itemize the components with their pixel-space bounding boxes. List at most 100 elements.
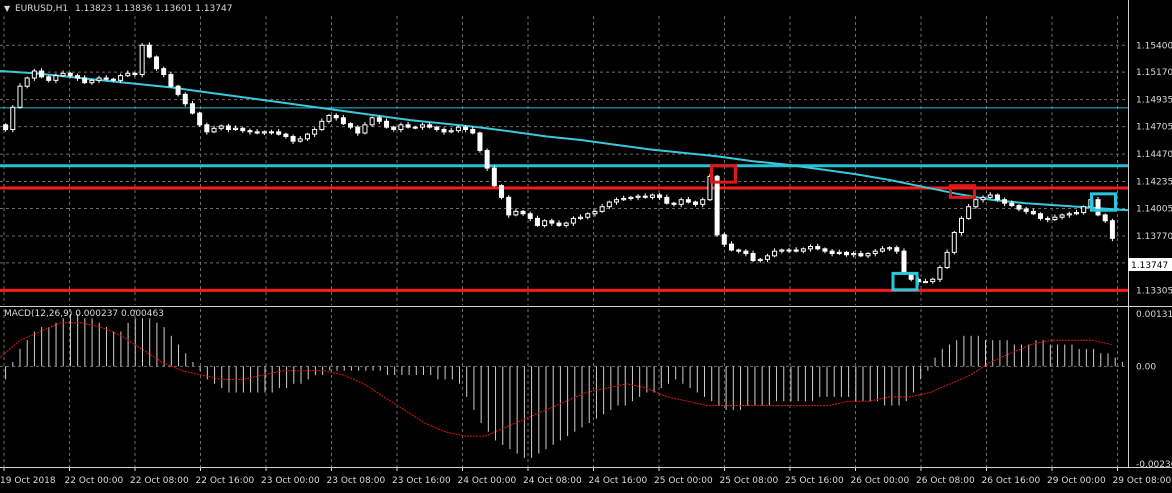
candle-body <box>951 231 957 253</box>
x-tick-labels: 19 Oct 2018 22 Oct 00:00 22 Oct 08:00 22 Oc… <box>0 476 1171 486</box>
candle-body <box>578 216 584 219</box>
candle-body <box>3 124 9 130</box>
candle-body <box>247 130 253 133</box>
candle-body <box>1081 206 1087 214</box>
candle-body <box>829 250 835 255</box>
candles <box>3 42 1115 285</box>
candle-body <box>89 79 95 84</box>
candle-body <box>520 210 526 215</box>
highlight-box <box>949 184 976 199</box>
candle-body <box>82 77 88 84</box>
candle-body <box>671 202 677 205</box>
candle-body <box>31 70 37 79</box>
candle-body <box>412 126 418 129</box>
candle-body <box>678 199 684 205</box>
candle-body <box>261 131 267 134</box>
candle-body <box>894 247 900 252</box>
candle-body <box>621 198 627 201</box>
candle-body <box>448 130 454 133</box>
candle-body <box>74 75 80 79</box>
candle-body <box>901 250 907 274</box>
y-tick-label: 1.14235 <box>1136 178 1172 188</box>
x-tick-label: 24 Oct 00:00 <box>458 476 517 486</box>
candle-body <box>168 74 174 87</box>
candle-body <box>398 124 404 130</box>
candle-body <box>477 132 483 152</box>
candle-body <box>132 72 138 76</box>
candle-body <box>319 120 325 130</box>
candle-body <box>1023 208 1029 212</box>
candle-body <box>887 247 893 250</box>
candle-body <box>312 128 318 135</box>
candle-body <box>362 124 368 134</box>
candle-body <box>772 250 778 257</box>
header-ohlc: 1.13823 1.13836 1.13601 1.13747 <box>75 4 232 14</box>
candle-body <box>750 253 756 262</box>
candle-body <box>685 199 691 203</box>
candle-body <box>534 217 540 226</box>
current-price-tag <box>1128 258 1172 271</box>
header-symbol: EURUSD,H1 <box>15 4 68 14</box>
x-tick-label: 22 Oct 08:00 <box>130 476 189 486</box>
candle-body <box>865 253 871 257</box>
header-arrow[interactable]: ▼ <box>4 4 11 13</box>
candle-body <box>815 245 821 250</box>
y-tick-labels: 1.15400 1.15170 1.14935 1.14705 1.14470 1.142… <box>1136 41 1172 470</box>
candle-body <box>1045 217 1051 221</box>
candle-body <box>944 251 950 269</box>
candle-body <box>1095 199 1101 216</box>
candle-body <box>175 85 181 95</box>
highlight-boxes <box>710 164 1117 292</box>
y-tick-label: 1.14935 <box>1136 96 1172 106</box>
candle-body <box>693 201 699 205</box>
candle-body <box>384 120 390 128</box>
candle-body <box>240 127 246 132</box>
candle-body <box>1002 199 1008 204</box>
horizontal-lines <box>0 107 1128 292</box>
candle-body <box>994 194 1000 201</box>
candle-body <box>146 44 152 58</box>
candle-body <box>570 217 576 224</box>
candle-body <box>542 220 548 226</box>
y-tick-label: 1.14705 <box>1136 123 1172 133</box>
candle-body <box>355 126 361 134</box>
candle-body <box>182 93 188 105</box>
candle-body <box>204 124 210 133</box>
candle-body <box>491 167 497 187</box>
candle-body <box>1066 213 1072 216</box>
x-tick-label: 25 Oct 08:00 <box>720 476 779 486</box>
candle-body <box>154 56 160 70</box>
candle-body <box>60 72 66 77</box>
candle-body <box>419 124 425 128</box>
candle-body <box>980 196 986 201</box>
candle-body <box>304 133 310 140</box>
candle-body <box>17 85 23 108</box>
candle-body <box>642 195 648 198</box>
candle-body <box>283 133 289 138</box>
grid <box>0 16 1128 305</box>
candle-body <box>139 44 145 76</box>
candle-body <box>736 249 742 252</box>
axes <box>0 0 1172 471</box>
candle-body <box>793 249 799 252</box>
candle-body <box>10 106 16 130</box>
candle-body <box>405 124 411 128</box>
candle-body <box>369 117 375 126</box>
y-tick-label: 1.15400 <box>1136 41 1172 51</box>
y-tick-label: 1.13305 <box>1136 286 1172 296</box>
candle-body <box>290 136 296 142</box>
moving-average-line <box>0 70 1129 212</box>
candle-body <box>46 76 52 81</box>
candle-body <box>556 222 562 226</box>
candle-body <box>513 210 519 216</box>
candle-body <box>197 112 203 126</box>
candle-body <box>879 248 885 252</box>
candle-body <box>527 213 533 219</box>
candle-body <box>348 123 354 128</box>
candle-body <box>779 249 785 252</box>
candle-body <box>455 126 461 132</box>
x-tick-label: 25 Oct 16:00 <box>785 476 844 486</box>
candle-body <box>218 125 224 129</box>
candle-body <box>211 127 217 133</box>
x-tick-label: 22 Oct 16:00 <box>196 476 255 486</box>
